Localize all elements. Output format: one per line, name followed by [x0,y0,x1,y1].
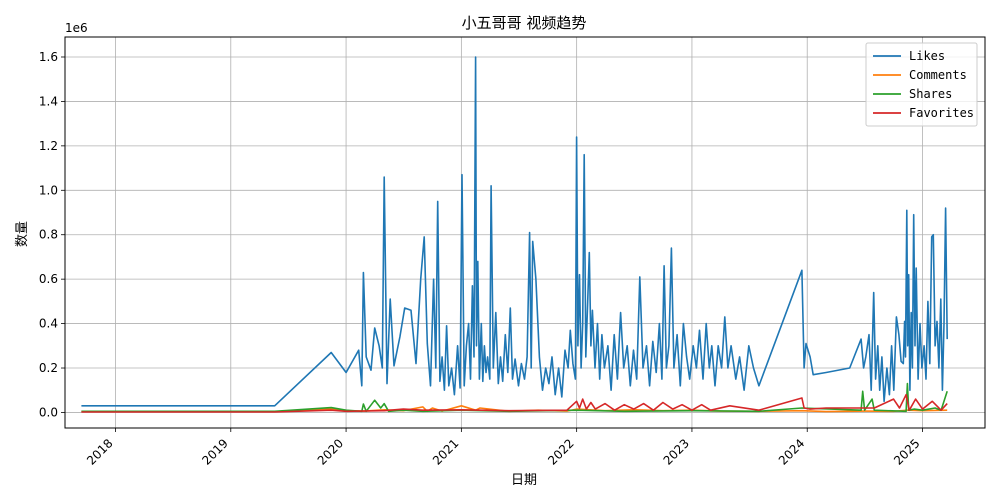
legend: Likes Comments Shares Favorites [865,42,978,127]
y-tick-label: 0.4 [39,317,58,331]
legend-label-shares: Shares [909,87,952,101]
grid-lines [65,37,985,428]
legend-box [865,42,978,127]
chart-title: 小五哥哥 视频趋势 [462,14,587,32]
x-tick-label: 2024 [776,436,807,467]
x-tick-label: 2018 [84,436,115,467]
y-tick-label: 1.2 [39,139,58,153]
x-tick-label: 2021 [430,436,461,467]
legend-label-likes: Likes [909,49,945,63]
plot-area-frame [64,36,986,429]
x-tick-label: 2020 [315,436,346,467]
y-tick-label: 1.0 [39,183,58,197]
y-tick-label: 0.6 [39,272,58,286]
y-axis-offset-label: 1e6 [65,21,88,35]
y-tick-label: 0.0 [39,405,58,419]
series-line-likes [81,56,948,407]
x-tick-label: 2022 [545,436,576,467]
x-tick-label: 2023 [661,436,692,467]
series-line-favorites [81,393,948,413]
y-tick-label: 0.2 [39,361,58,375]
y-tick-label: 0.8 [39,228,58,242]
legend-label-comments: Comments [909,68,967,82]
x-axis-title: 日期 [511,473,537,488]
legend-label-favorites: Favorites [909,106,974,120]
x-tick-label: 2019 [199,436,230,467]
series-line-shares [81,382,948,413]
series-lines [81,56,948,413]
y-tick-label: 1.6 [39,50,58,64]
x-tick-label: 2025 [891,436,922,467]
y-tick-label: 1.4 [39,94,58,108]
y-axis-title: 数量 [15,221,30,247]
